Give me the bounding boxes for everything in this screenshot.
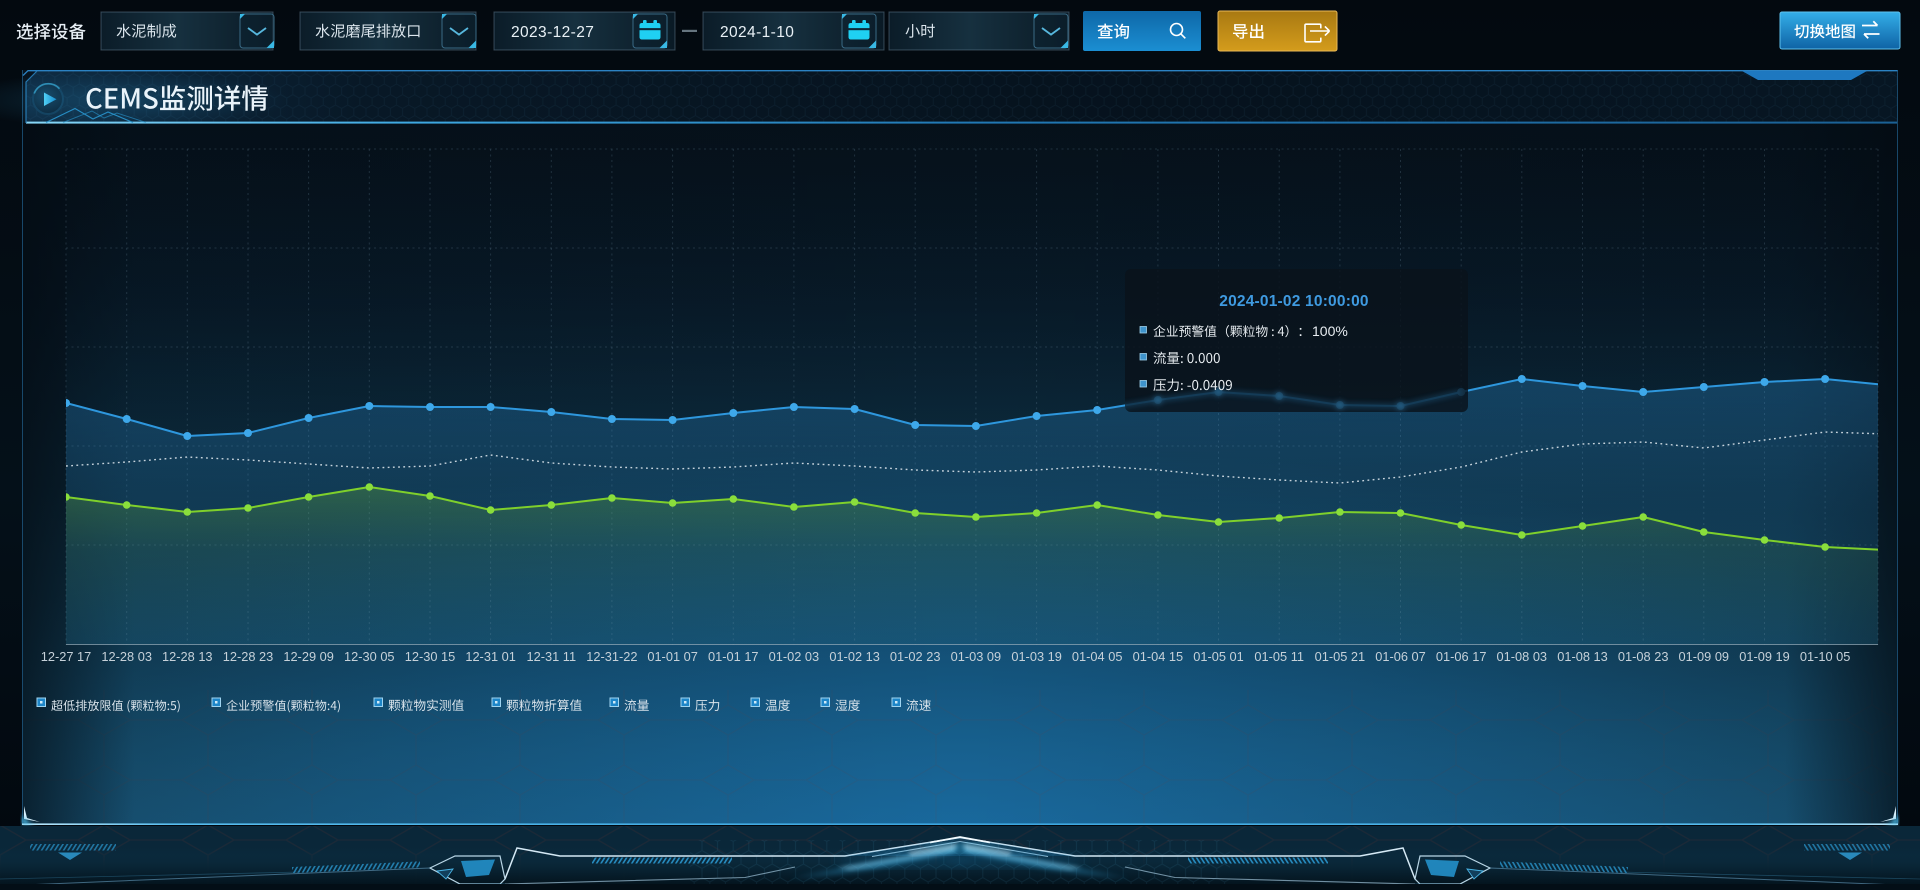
svg-text:01-06 17: 01-06 17 <box>1436 649 1487 664</box>
svg-text:01-09 09: 01-09 09 <box>1679 649 1730 664</box>
svg-text:12-31 01: 12-31 01 <box>465 649 516 664</box>
svg-text:100%: 100% <box>1312 323 1348 339</box>
svg-text:12-31 11: 12-31 11 <box>527 649 577 664</box>
svg-text:01-05 21: 01-05 21 <box>1315 649 1366 664</box>
svg-text:01-03 19: 01-03 19 <box>1011 649 1062 664</box>
svg-text:2023-12-27: 2023-12-27 <box>511 24 594 41</box>
svg-text:12-30 05: 12-30 05 <box>344 649 395 664</box>
svg-text:12-31-22: 12-31-22 <box>586 649 637 664</box>
svg-text:01-06 07: 01-06 07 <box>1375 649 1426 664</box>
svg-text:2024-01-02 10:00:00: 2024-01-02 10:00:00 <box>1219 293 1368 310</box>
svg-text:01-02 03: 01-02 03 <box>769 649 820 664</box>
svg-text:01-01 17: 01-01 17 <box>708 649 759 664</box>
svg-text:12-28 03: 12-28 03 <box>101 649 152 664</box>
svg-text:2024-1-10: 2024-1-10 <box>720 24 794 41</box>
svg-text:01-08 23: 01-08 23 <box>1618 649 1669 664</box>
svg-text:01-05 11: 01-05 11 <box>1254 649 1304 664</box>
svg-text:01-02 23: 01-02 23 <box>890 649 941 664</box>
svg-text:12-30 15: 12-30 15 <box>405 649 456 664</box>
svg-text:01-01 07: 01-01 07 <box>647 649 698 664</box>
svg-text:12-27 17: 12-27 17 <box>41 649 92 664</box>
svg-text:01-10 05: 01-10 05 <box>1800 649 1851 664</box>
svg-text:01-04 05: 01-04 05 <box>1072 649 1123 664</box>
svg-text:01-09 19: 01-09 19 <box>1739 649 1790 664</box>
svg-text:01-08 13: 01-08 13 <box>1557 649 1608 664</box>
svg-text:12-28 23: 12-28 23 <box>223 649 274 664</box>
svg-text:01-04 15: 01-04 15 <box>1133 649 1184 664</box>
svg-text:01-08 03: 01-08 03 <box>1497 649 1548 664</box>
svg-text:12-29 09: 12-29 09 <box>283 649 334 664</box>
svg-text:01-03 09: 01-03 09 <box>951 649 1002 664</box>
svg-text:01-02 13: 01-02 13 <box>829 649 880 664</box>
svg-text:01-05 01: 01-05 01 <box>1193 649 1244 664</box>
svg-text:12-28 13: 12-28 13 <box>162 649 213 664</box>
